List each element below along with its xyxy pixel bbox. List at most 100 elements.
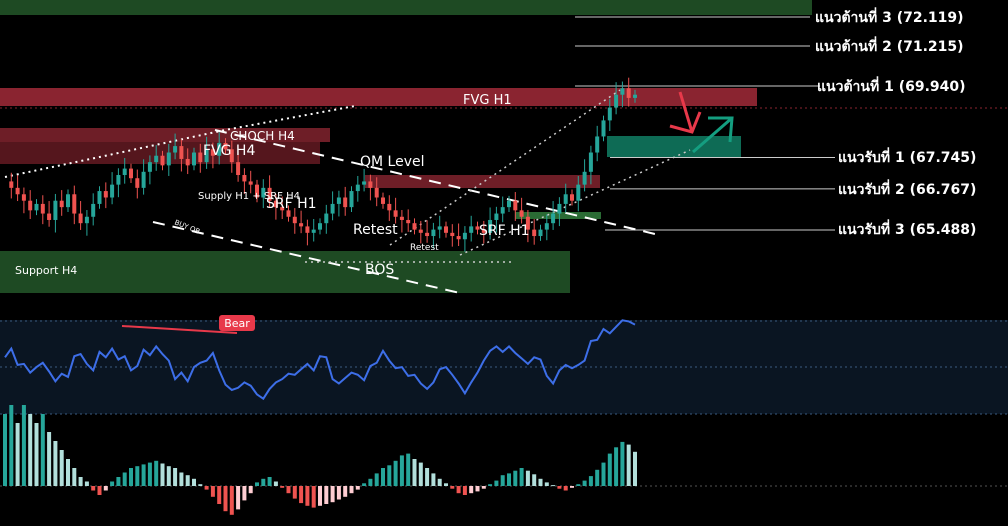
fvg-h1-label: FVG H1 <box>463 93 512 108</box>
histogram-bar <box>198 484 203 486</box>
histogram-bar <box>551 485 556 487</box>
histogram-bar <box>494 480 499 486</box>
histogram-bar <box>299 486 304 504</box>
histogram-bar <box>563 486 568 491</box>
bear-label: Bear <box>224 317 250 330</box>
candle-body <box>456 236 461 240</box>
candle-body <box>9 181 14 188</box>
bos-label: BOS <box>365 262 394 278</box>
candle-body <box>563 194 568 204</box>
histogram-bar <box>40 414 45 486</box>
candle-body <box>582 171 587 185</box>
histogram-bar <box>393 460 398 486</box>
support-2-label: แนวรับที่ 2 (66.767) <box>838 179 976 198</box>
candle-body <box>110 184 115 198</box>
candle-body <box>103 191 108 198</box>
histogram-bar <box>500 475 505 486</box>
histogram-bar <box>160 463 165 486</box>
candle-body <box>255 184 259 198</box>
histogram-bar <box>576 484 581 486</box>
candle-body <box>28 200 33 211</box>
histogram-bar <box>292 486 297 499</box>
candle-body <box>601 120 606 137</box>
candle-body <box>544 223 549 230</box>
candle-body <box>21 194 26 201</box>
candle-body <box>286 210 291 217</box>
histogram-bar <box>519 468 524 486</box>
candle-body <box>595 136 600 153</box>
histogram-bar <box>47 432 52 486</box>
histogram-bar <box>425 468 430 486</box>
oscillator-pane: Bear <box>0 315 1008 415</box>
histogram-bar <box>223 486 228 512</box>
histogram-pane <box>0 405 1008 515</box>
candle-body <box>210 149 215 156</box>
histogram-bar <box>381 468 385 486</box>
histogram-bar <box>179 472 184 486</box>
histogram-bar <box>255 482 259 486</box>
histogram-bar <box>154 460 159 486</box>
candle-body <box>324 213 329 224</box>
bear-badge <box>219 315 255 331</box>
candle-body <box>406 219 411 224</box>
histogram-bar <box>72 468 77 486</box>
candle-body <box>318 223 322 230</box>
retest-label-2: Retest <box>410 243 439 253</box>
candle-body <box>412 223 417 230</box>
candle-body <box>267 187 272 201</box>
candle-body <box>66 194 70 208</box>
histogram-bar <box>437 478 442 486</box>
candle-body <box>576 184 581 201</box>
candle-body <box>154 155 159 163</box>
candle-body <box>494 213 499 220</box>
supply-label: Supply H1 + SRF H4 <box>198 191 300 202</box>
histogram-bar <box>336 486 341 500</box>
candle-body <box>500 207 505 214</box>
histogram-bar <box>450 486 455 489</box>
candle-body <box>507 200 511 208</box>
up-arrow-icon <box>692 116 733 154</box>
candle-body <box>399 216 404 220</box>
histogram-bar <box>147 462 152 486</box>
candle-body <box>381 197 385 204</box>
histogram-bar <box>538 478 543 486</box>
candle-body <box>217 142 222 156</box>
candle-body <box>387 203 392 211</box>
histogram-bar <box>582 480 587 486</box>
candle-body <box>160 155 165 166</box>
candle-body <box>538 229 543 237</box>
candle-body <box>91 203 96 217</box>
candle-body <box>72 194 77 214</box>
histogram-bar <box>544 482 549 486</box>
down-arrow-head-icon <box>669 111 702 134</box>
histogram-bar <box>34 423 39 486</box>
histogram-bar <box>607 453 612 486</box>
histogram-bar <box>633 451 637 486</box>
histogram-bar <box>248 486 253 494</box>
histogram-bar <box>236 486 241 510</box>
candle-body <box>425 232 430 237</box>
candle-body <box>469 226 474 233</box>
histogram-bar <box>192 478 196 486</box>
candle-body <box>513 200 518 211</box>
candle-body <box>444 226 448 233</box>
candle-body <box>488 219 493 233</box>
qm-zone <box>365 175 600 188</box>
candle-body <box>475 226 480 230</box>
fvg-h1-zone <box>0 88 757 106</box>
candle-body <box>129 168 133 179</box>
histogram-bar <box>525 470 530 486</box>
histogram-bar <box>273 481 278 486</box>
srf-h1-label-2: SRF H1 <box>479 223 530 239</box>
candle-body <box>481 229 486 233</box>
histogram-bar <box>59 450 64 486</box>
histogram-bar <box>374 473 379 486</box>
candle-body <box>198 152 203 163</box>
candle-body <box>343 197 348 208</box>
candle-body <box>607 107 612 121</box>
candle-body <box>261 187 266 198</box>
resistance-1-label: แนวต้านที่ 1 (69.940) <box>817 76 966 95</box>
candle-body <box>116 175 121 185</box>
candle-body <box>551 213 556 224</box>
